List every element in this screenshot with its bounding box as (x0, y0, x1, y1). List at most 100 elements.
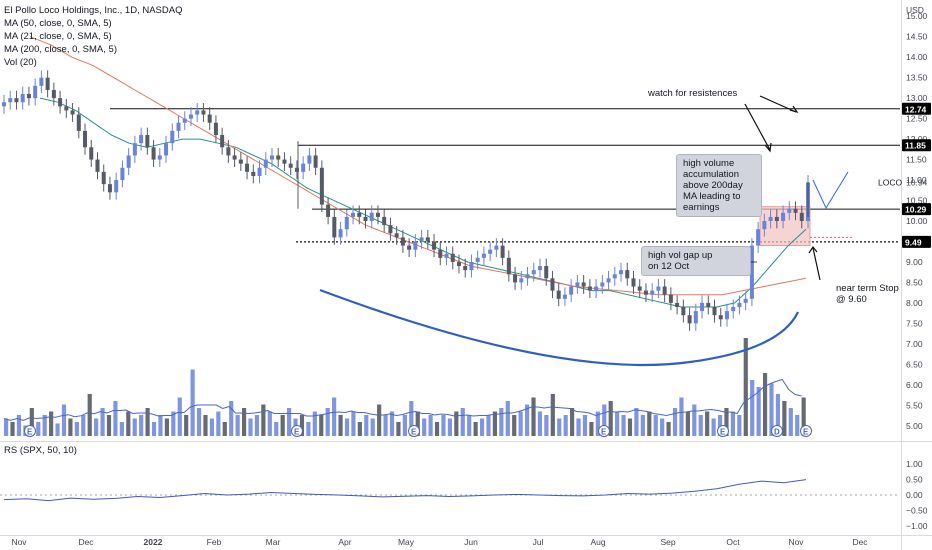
level-badge (902, 235, 931, 248)
rs-tick-label: 0.00 (906, 490, 923, 500)
candle-body (114, 180, 119, 193)
volume-bar (512, 415, 517, 436)
candle-body (525, 274, 530, 279)
candle-body (70, 110, 75, 115)
volume-bar (377, 404, 382, 436)
volume-bar (113, 401, 118, 436)
volume-bar (782, 401, 787, 436)
candle-body (643, 290, 648, 295)
candle-body (2, 102, 6, 107)
candle-body (83, 130, 88, 148)
candle-body (213, 122, 218, 135)
candle-body (20, 94, 25, 103)
candle-body (425, 237, 430, 242)
volume-bar (10, 422, 15, 436)
earnings-marker (800, 425, 812, 437)
price-tick-label: 5.00 (906, 421, 923, 431)
volume-bar (357, 422, 362, 436)
candle-body (469, 261, 474, 271)
candle-body (51, 89, 56, 99)
volume-bar (692, 404, 697, 436)
earnings-marker-label: E (720, 428, 726, 437)
candle-body (793, 208, 798, 213)
price-tick-label: 6.50 (906, 359, 923, 369)
volume-bar (608, 401, 613, 436)
volume-bar (537, 411, 543, 436)
candle-body (107, 184, 112, 193)
candle-body (631, 278, 636, 287)
price-tick-label: 10.00 (906, 216, 928, 226)
time-tick-label: 2022 (144, 537, 163, 547)
candle-body (625, 270, 630, 279)
candle-body (656, 286, 661, 291)
candle-body (768, 216, 773, 221)
volume-bar (299, 415, 305, 436)
candle-body (145, 135, 150, 148)
volume-bar (280, 415, 285, 436)
volume-bar (582, 415, 588, 436)
level-badge-label: 12.74 (905, 104, 927, 114)
volume-bar (209, 418, 215, 436)
ma-line (29, 36, 807, 296)
candle-body (475, 257, 480, 262)
time-tick-label: Feb (207, 537, 222, 547)
volume-bar (139, 415, 144, 436)
rs-axis: 1.00 0.50 0.00 −0.50 −1.00 (906, 459, 928, 531)
level-badge-label: 10.29 (905, 205, 927, 215)
currency-label: USD (906, 5, 924, 15)
price-tick-label: 10.50 (906, 196, 928, 206)
candle-body (619, 270, 624, 275)
level-badge (902, 139, 931, 152)
watch-arrow-head (764, 142, 772, 153)
volume-bar (325, 408, 330, 436)
volume-bar (184, 415, 189, 436)
volume-bar (261, 404, 266, 436)
candle-body (675, 302, 680, 307)
candle-body (706, 302, 711, 307)
legend-ma21: MA (21, close, 0, SMA, 5) (4, 31, 112, 42)
price-tick-label: 8.00 (906, 298, 923, 308)
volume-bar (460, 408, 465, 436)
volume-bar (49, 411, 54, 436)
rs-legend: RS (SPX, 50, 10) (4, 445, 77, 456)
volume-bar (698, 415, 703, 436)
candle-body (400, 237, 405, 246)
volume-bar (267, 411, 272, 436)
time-tick-label: Oct (726, 537, 740, 547)
earnings-marker-label: E (411, 428, 417, 437)
candle-body (226, 147, 231, 156)
candle-body (488, 249, 493, 254)
candle-body (463, 266, 468, 271)
volume-bar (409, 401, 414, 436)
candle-body (394, 233, 399, 238)
candle-body (519, 278, 524, 283)
candle-body (606, 278, 611, 283)
candle-body (700, 302, 705, 312)
candle-body (724, 311, 729, 320)
rs-tick-label: 1.00 (906, 459, 923, 469)
volume-bar (100, 408, 105, 436)
candle-body (500, 245, 505, 258)
chart-legend: El Pollo Loco Holdings, Inc., 1D, NASDAQ… (4, 4, 182, 69)
price-tick-label: 13.00 (906, 93, 928, 103)
candle-body (382, 216, 387, 226)
candle-body (743, 298, 748, 303)
candle-body (270, 155, 274, 160)
candle-body (351, 212, 356, 217)
candle-body (151, 147, 156, 160)
candle-body (612, 274, 617, 279)
time-tick-label: Sep (660, 537, 675, 547)
candle-body (120, 167, 125, 181)
candle-body (781, 212, 786, 221)
volume-bar (724, 408, 729, 436)
candle-body (251, 171, 256, 176)
volume-bar (332, 397, 337, 436)
volume-bar (788, 408, 793, 436)
volume-bar (319, 415, 324, 436)
price-tick-label: 12.00 (906, 134, 928, 144)
candle-body (26, 94, 31, 99)
cup-curve (319, 288, 799, 367)
legend-ma200: MA (200, close, 0, SMA, 5) (4, 44, 117, 55)
volume-bar (801, 397, 806, 436)
